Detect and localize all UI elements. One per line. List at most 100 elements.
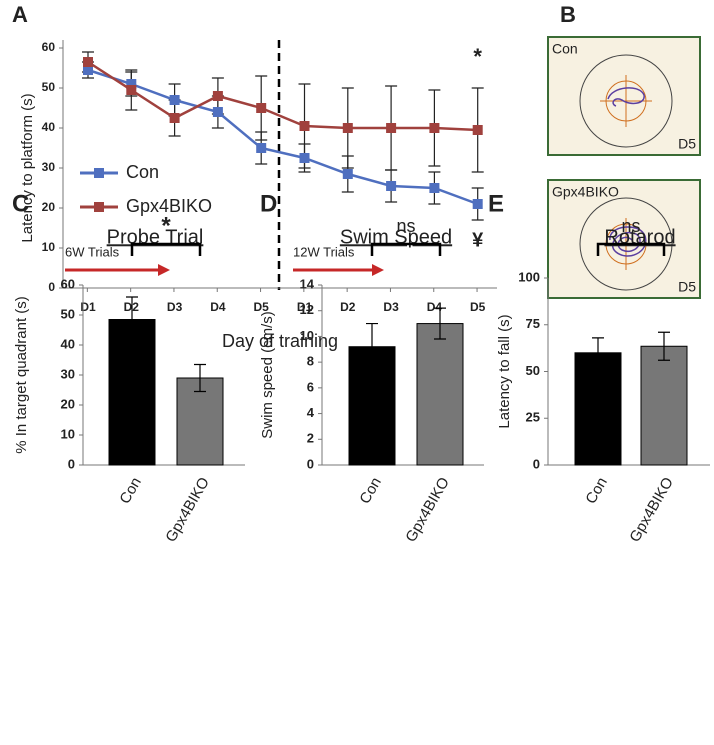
bar (108, 319, 156, 466)
y-tick-label: 40 (42, 120, 56, 134)
y-tick-label: 60 (61, 276, 75, 291)
maze-image: Con D5 (547, 36, 701, 156)
data-point (83, 57, 93, 67)
y-tick-label: 25 (526, 410, 540, 425)
data-point (386, 123, 397, 133)
legend-label: Gpx4BIKO (126, 196, 212, 216)
data-point (429, 183, 440, 193)
y-tick-label: 8 (307, 354, 314, 369)
x-tick-label: Gpx4BIKO (626, 474, 677, 545)
image-label: D5 (678, 136, 696, 152)
x-tick-label: Gpx4BIKO (162, 474, 213, 545)
annotation: ¥ (472, 229, 484, 251)
x-tick-label: D5 (254, 300, 270, 314)
y-tick-label: 0 (48, 280, 55, 294)
y-tick-label: 10 (300, 328, 314, 343)
y-tick-label: 50 (526, 363, 540, 378)
data-point (342, 169, 353, 179)
x-tick-label: D4 (427, 300, 443, 314)
data-point (472, 199, 483, 209)
y-tick-label: 4 (307, 405, 315, 420)
panel-letter: B (560, 2, 576, 27)
data-point (386, 181, 397, 191)
x-tick-label: D5 (470, 300, 486, 314)
y-axis-label: Swim speed (cm/s) (259, 311, 276, 439)
panel-letter: E (488, 190, 504, 217)
data-point (169, 95, 180, 105)
significance-label: ns (621, 216, 640, 236)
y-tick-label: 40 (61, 336, 75, 351)
legend-marker (94, 168, 104, 178)
data-point (212, 91, 223, 101)
bar (640, 345, 688, 466)
data-point (342, 123, 353, 133)
data-point (212, 107, 223, 117)
x-tick-label: D1 (80, 300, 96, 314)
bar (416, 323, 464, 466)
significance-bracket (130, 242, 202, 256)
error-bar (126, 296, 138, 343)
y-tick-label: 75 (526, 316, 540, 331)
data-point (256, 143, 267, 153)
data-point (256, 103, 267, 113)
annotation: * (473, 44, 482, 69)
y-tick-label: 0 (68, 456, 75, 471)
legend-marker (94, 202, 104, 212)
significance-label: * (161, 212, 171, 239)
y-tick-label: 10 (61, 426, 75, 441)
y-tick-label: 30 (61, 366, 75, 381)
y-tick-label: 12 (300, 302, 314, 317)
y-tick-label: 10 (42, 240, 56, 254)
x-axis-label: Day of training (222, 331, 338, 351)
bar (574, 352, 622, 466)
x-tick-label: D2 (340, 300, 356, 314)
y-tick-label: 0 (533, 456, 540, 471)
y-tick-label: 2 (307, 431, 314, 446)
x-tick-label: Con (116, 474, 144, 506)
y-axis-label: Latency to fall (s) (496, 314, 513, 428)
legend-label: Con (126, 162, 159, 182)
panel-letter: A (12, 2, 28, 27)
error-bar (592, 337, 604, 369)
significance-bracket (596, 242, 666, 256)
x-tick-label: Con (356, 474, 384, 506)
maze-image: Gpx4BIKO D5 (547, 179, 701, 299)
data-line (87, 68, 479, 206)
x-tick-label: Gpx4BIKO (402, 474, 453, 545)
annotation: 12W Trials (293, 244, 355, 259)
y-tick-label: 14 (300, 276, 315, 291)
x-tick-label: D1 (297, 300, 313, 314)
y-tick-label: 6 (307, 379, 314, 394)
y-axis-label: % In target quadrant (s) (13, 296, 30, 454)
x-tick-label: D4 (210, 300, 226, 314)
error-bar (194, 363, 206, 393)
error-bar (434, 307, 446, 340)
y-tick-label: 20 (61, 396, 75, 411)
y-tick-label: 50 (42, 80, 56, 94)
annotation: 6W Trials (65, 244, 120, 259)
error-bar (366, 322, 378, 371)
x-tick-label: D3 (167, 300, 183, 314)
panel-letter: C (12, 190, 29, 217)
y-tick-label: 30 (42, 160, 56, 174)
arrow-head (372, 264, 384, 276)
data-point (126, 79, 137, 89)
y-tick-label: 100 (518, 269, 540, 284)
y-tick-label: 60 (42, 40, 56, 54)
data-point (472, 125, 483, 135)
data-line (87, 60, 478, 132)
panel-letter: D (260, 190, 277, 217)
data-point (126, 85, 137, 95)
data-point (169, 113, 180, 123)
y-axis-label: Latency to platform (s) (19, 93, 36, 242)
image-label: Gpx4BIKO (552, 184, 619, 200)
image-label: Con (552, 41, 578, 57)
significance-label: ns (396, 216, 415, 236)
x-tick-label: D3 (383, 300, 399, 314)
y-tick-label: 50 (61, 306, 75, 321)
data-point (429, 123, 440, 133)
significance-bracket (370, 242, 442, 256)
data-point (83, 65, 93, 75)
x-tick-label: Con (582, 474, 610, 506)
